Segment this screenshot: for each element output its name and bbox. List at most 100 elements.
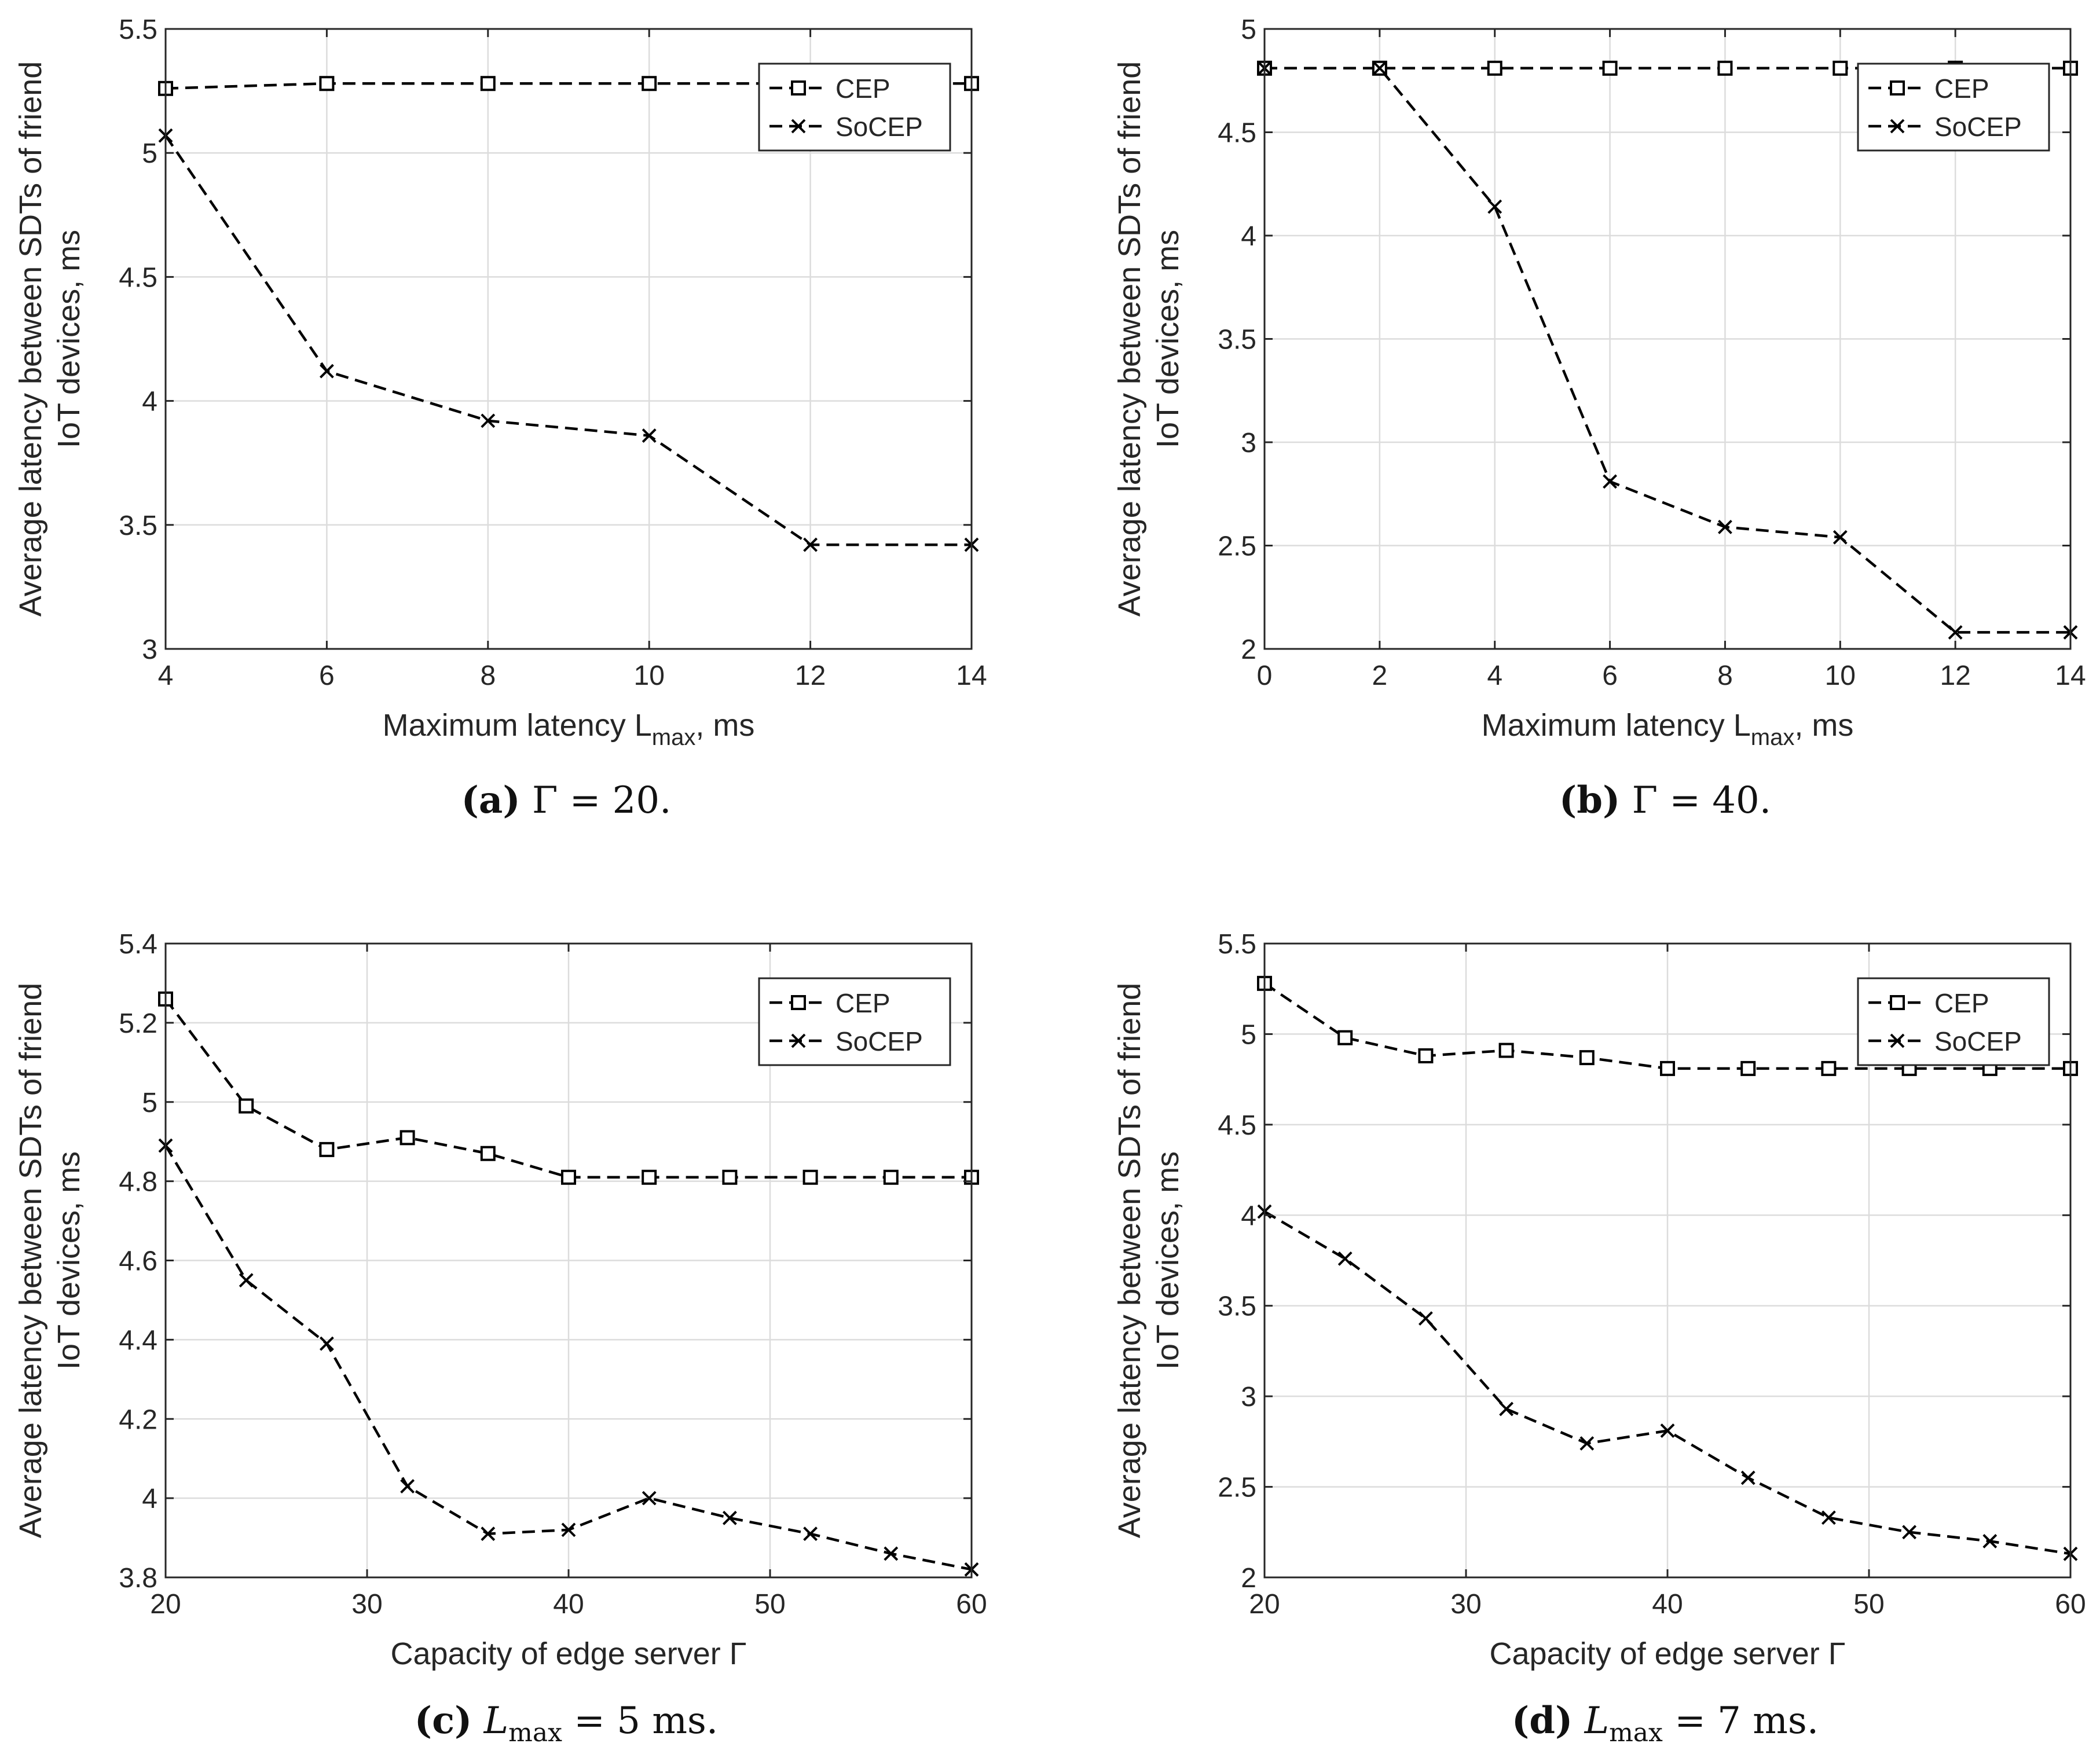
y-tick-label-d-6: 5	[1241, 1019, 1256, 1050]
y-tick-label-a-1: 3.5	[119, 511, 157, 541]
y-tick-label-d-7: 5.5	[1218, 929, 1256, 960]
x-axis-label-b: Maximum latency Lmax, ms	[1482, 708, 1854, 750]
caption-d-sub: max	[1609, 1718, 1663, 1748]
caption-d: (d) Lmax = 7 ms.	[1318, 1699, 2013, 1748]
point-b-cep-4	[1717, 60, 1733, 76]
legend-marker-b-0	[1890, 80, 1905, 96]
y-tick-label-d-4: 4	[1241, 1201, 1256, 1231]
y-tick-label-a-5: 5.5	[119, 14, 157, 45]
caption-c-label: (c)	[414, 1699, 472, 1742]
y-tick-label-d-2: 3	[1241, 1382, 1256, 1412]
point-b-socep-4	[1718, 519, 1732, 534]
caption-c-sub: max	[508, 1718, 562, 1748]
y-axis-label-d: Average latency between SDTs of friend Io…	[1112, 983, 1185, 1539]
point-c-socep-5	[561, 1522, 576, 1537]
x-axis-label-c: Capacity of edge server Γ	[390, 1636, 746, 1671]
point-c-cep-5	[561, 1169, 576, 1185]
y-axis-label-b: Average latency between SDTs of friend Io…	[1112, 61, 1185, 617]
x-tick-label-c-3: 50	[754, 1589, 785, 1620]
point-d-cep-3	[1498, 1043, 1514, 1058]
caption-c: (c) Lmax = 5 ms.	[219, 1699, 914, 1748]
y-tick-label-c-3: 4.4	[119, 1325, 157, 1356]
y-tick-label-d-0: 2	[1241, 1563, 1256, 1594]
x-tick-label-b-2: 4	[1487, 660, 1502, 691]
point-d-cep-7	[1821, 1060, 1837, 1076]
x-tick-label-b-4: 8	[1717, 660, 1733, 691]
series-line-b-socep	[1265, 67, 2070, 634]
point-c-socep-9	[884, 1546, 899, 1561]
caption-b-label: (b)	[1559, 779, 1621, 822]
caption-a-label: (a)	[461, 779, 521, 822]
point-c-socep-7	[722, 1510, 737, 1525]
point-d-cep-6	[1740, 1060, 1756, 1076]
x-tick-label-a-2: 8	[480, 660, 496, 691]
point-c-cep-3	[400, 1130, 415, 1146]
point-c-cep-8	[802, 1169, 818, 1185]
y-tick-label-b-5: 4.5	[1218, 118, 1256, 149]
legend-marker-d-0	[1890, 995, 1905, 1010]
legend-marker-a-0	[791, 80, 806, 96]
caption-d-math: L	[1584, 1700, 1610, 1742]
point-a-socep-4	[803, 537, 818, 552]
x-tick-label-a-4: 12	[795, 660, 826, 691]
legend-marker-b-1	[1890, 119, 1905, 134]
point-b-socep-3	[1603, 474, 1617, 489]
point-d-cep-2	[1418, 1048, 1434, 1063]
point-c-cep-4	[480, 1146, 496, 1161]
x-tick-label-b-0: 0	[1257, 660, 1273, 691]
point-c-socep-3	[400, 1479, 415, 1494]
y-tick-label-a-2: 4	[142, 387, 157, 417]
x-tick-label-c-0: 20	[150, 1589, 181, 1620]
y-tick-label-b-2: 3	[1241, 428, 1256, 458]
point-a-socep-2	[481, 413, 496, 428]
legend-marker-c-0	[791, 995, 806, 1010]
caption-a: (a) Γ = 20.	[219, 779, 914, 822]
x-tick-label-d-3: 50	[1853, 1589, 1884, 1620]
point-d-socep-3	[1499, 1401, 1514, 1416]
legend-marker-c-1	[791, 1033, 806, 1048]
point-d-cep-5	[1660, 1060, 1675, 1076]
point-a-cep-1	[319, 76, 335, 91]
point-c-cep-2	[319, 1142, 335, 1157]
y-tick-label-c-4: 4.6	[119, 1246, 157, 1277]
legend-marker-a-1	[791, 119, 806, 134]
x-tick-label-d-4: 60	[2055, 1589, 2086, 1620]
caption-b: (b) Γ = 40.	[1318, 779, 2013, 822]
y-tick-label-a-4: 5	[142, 138, 157, 169]
point-d-socep-9	[1982, 1534, 1998, 1548]
y-axis-label-c: Average latency between SDTs of friend Io…	[13, 983, 86, 1539]
point-d-socep-1	[1337, 1251, 1353, 1266]
y-tick-label-d-5: 4.5	[1218, 1110, 1256, 1141]
x-tick-label-c-4: 60	[956, 1589, 987, 1620]
x-tick-label-b-5: 10	[1825, 660, 1856, 691]
x-tick-label-a-3: 10	[634, 660, 665, 691]
caption-d-label: (d)	[1511, 1699, 1573, 1742]
y-tick-label-b-3: 3.5	[1218, 325, 1256, 355]
x-tick-label-d-0: 20	[1249, 1589, 1280, 1620]
legend-b: CEP SoCEP	[1857, 63, 2050, 152]
y-tick-label-c-8: 5.4	[119, 929, 157, 960]
y-tick-label-a-0: 3	[142, 634, 157, 665]
legend-d: CEP SoCEP	[1857, 977, 2050, 1066]
caption-c-math: L	[483, 1700, 509, 1742]
legend-label-a-cep: CEP	[835, 74, 890, 104]
y-tick-label-c-0: 3.8	[119, 1563, 157, 1594]
point-b-socep-6	[1948, 625, 1963, 640]
x-tick-label-c-2: 40	[553, 1589, 584, 1620]
point-c-socep-6	[642, 1491, 657, 1506]
point-c-socep-8	[803, 1526, 818, 1542]
chart-d: 20 30 40 50 60 2 2.5 3 3.5 4 4.5 5 5.5 Capacity of ed…	[1112, 929, 2086, 1671]
y-tick-label-c-7: 5.2	[119, 1008, 157, 1039]
point-a-socep-3	[642, 428, 657, 443]
point-d-socep-2	[1418, 1311, 1433, 1326]
legend-label-c-socep: SoCEP	[835, 1026, 923, 1056]
x-tick-label-a-5: 14	[956, 660, 987, 691]
point-c-socep-2	[319, 1336, 334, 1351]
legend-label-c-cep: CEP	[835, 988, 890, 1018]
point-d-cep-1	[1337, 1030, 1353, 1045]
point-b-socep-2	[1487, 199, 1502, 214]
legend-marker-d-1	[1890, 1033, 1905, 1048]
x-tick-label-b-7: 14	[2055, 660, 2086, 691]
